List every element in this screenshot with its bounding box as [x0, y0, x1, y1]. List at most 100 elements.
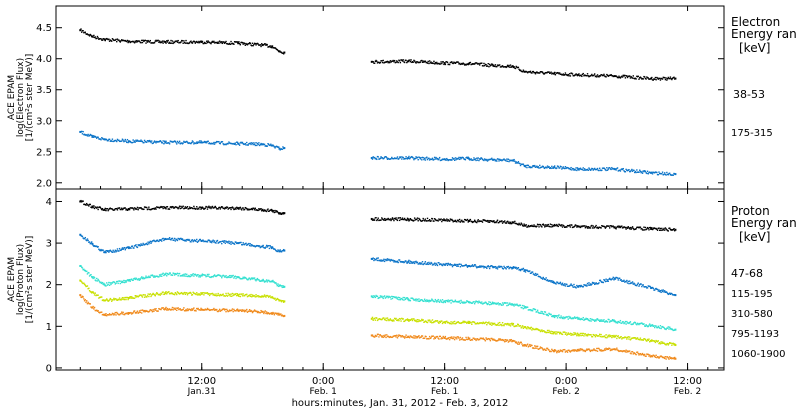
track-dot [440, 320, 442, 322]
track-dot [191, 42, 194, 44]
track-dot [606, 169, 609, 171]
track-dot [591, 73, 593, 76]
track-dot [393, 217, 396, 220]
track-dot [635, 284, 637, 287]
track-dot [412, 298, 414, 300]
track-dot [99, 249, 101, 252]
track-dot [252, 245, 254, 247]
track-dot [171, 205, 174, 208]
track-dot [203, 292, 206, 294]
track-dot [235, 277, 237, 280]
track-dot [128, 312, 131, 315]
track-dot [663, 291, 665, 293]
track-dot [379, 61, 382, 64]
track-dot [97, 246, 99, 248]
data-point [283, 51, 286, 54]
track-dot [601, 74, 604, 77]
track-dot [168, 273, 170, 276]
track-dot [537, 348, 540, 350]
track-dot [669, 172, 671, 175]
track-dot [193, 309, 196, 312]
track-dot [275, 48, 278, 50]
track-dot [539, 72, 541, 74]
track-dot [543, 348, 545, 351]
track-dot [138, 294, 141, 297]
track-dot [121, 39, 123, 41]
track-dot [487, 322, 489, 324]
track-dot [500, 220, 502, 223]
track-dot [227, 143, 229, 145]
track-dot [95, 245, 97, 247]
track-dot [177, 292, 179, 294]
track-dot [656, 171, 658, 174]
track-dot [603, 167, 605, 169]
track-dot [219, 142, 222, 145]
track-dot [644, 338, 647, 341]
track-dot [256, 310, 258, 312]
track-dot [444, 159, 447, 161]
track-dot [245, 207, 247, 209]
track-dot [587, 284, 589, 286]
track-dot [446, 264, 449, 267]
track-dot [115, 139, 117, 142]
track-dot [597, 75, 599, 77]
track-dot [659, 229, 661, 231]
track-dot [428, 299, 431, 302]
track-dot [156, 239, 159, 241]
track-dot [555, 315, 557, 317]
track-dot [512, 304, 515, 306]
data-point [237, 294, 240, 297]
data-point [407, 218, 410, 221]
track-dot [255, 294, 257, 296]
track-dot [232, 294, 234, 297]
data-point [370, 257, 373, 260]
track-dot [193, 40, 196, 43]
track-dot [156, 292, 159, 295]
track-dot [216, 41, 218, 44]
track-dot [623, 337, 625, 339]
track-dot [231, 295, 233, 298]
track-dot [118, 280, 121, 282]
track-dot [466, 266, 469, 268]
track-dot [391, 336, 393, 339]
track-dot [557, 282, 559, 285]
track-dot [556, 315, 558, 317]
track-dot [125, 313, 127, 315]
track-dot [428, 335, 431, 338]
track-dot [92, 135, 94, 137]
track-dot [454, 62, 457, 64]
track-dot [179, 275, 182, 277]
track-dot [661, 227, 663, 230]
track-dot [438, 63, 441, 65]
track-dot [643, 229, 646, 231]
data-point [271, 312, 274, 315]
track-dot [423, 158, 425, 161]
track-dot [519, 304, 521, 306]
track-dot [181, 40, 184, 42]
track-dot [433, 263, 435, 265]
track-dot [222, 41, 224, 43]
track-dot [448, 322, 451, 325]
track-dot [250, 309, 252, 312]
track-dot [181, 207, 183, 209]
track-dot [474, 338, 477, 340]
track-dot [256, 209, 259, 212]
track-dot [549, 166, 552, 169]
track-dot [210, 276, 212, 279]
track-dot [453, 300, 456, 303]
track-dot [436, 61, 438, 64]
track-dot [226, 43, 229, 45]
track-dot [216, 310, 219, 313]
track-dot [236, 141, 238, 143]
track-dot [567, 167, 569, 169]
track-dot [672, 294, 674, 296]
track-dot [444, 219, 447, 222]
track-dot [167, 39, 169, 42]
track-dot [447, 159, 449, 162]
track-dot [413, 261, 415, 263]
track-dot [558, 316, 561, 319]
track-dot [623, 322, 626, 324]
track-dot [635, 338, 637, 340]
track-dot [656, 288, 658, 290]
track-dot [198, 206, 201, 208]
